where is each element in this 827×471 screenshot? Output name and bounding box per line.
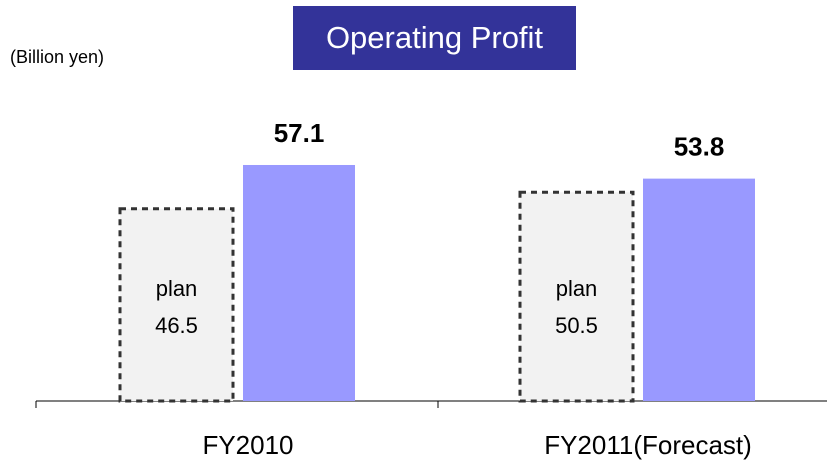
plan-value-label: 50.5	[555, 313, 598, 338]
value-label: 57.1	[274, 118, 325, 148]
chart-title: Operating Profit	[326, 20, 543, 55]
title-box	[293, 6, 576, 70]
plan-bar	[118, 207, 235, 403]
plan-value-label: 46.5	[155, 313, 198, 338]
plan-label: plan	[156, 276, 198, 301]
unit-label: (Billion yen)	[10, 47, 104, 67]
bar	[643, 178, 755, 401]
plan-bar	[518, 190, 635, 403]
x-tick-label: FY2011(Forecast)	[544, 430, 752, 460]
plan-label: plan	[556, 276, 598, 301]
bar	[243, 164, 355, 401]
value-label: 53.8	[674, 132, 725, 162]
x-tick-label: FY2010	[202, 430, 293, 460]
